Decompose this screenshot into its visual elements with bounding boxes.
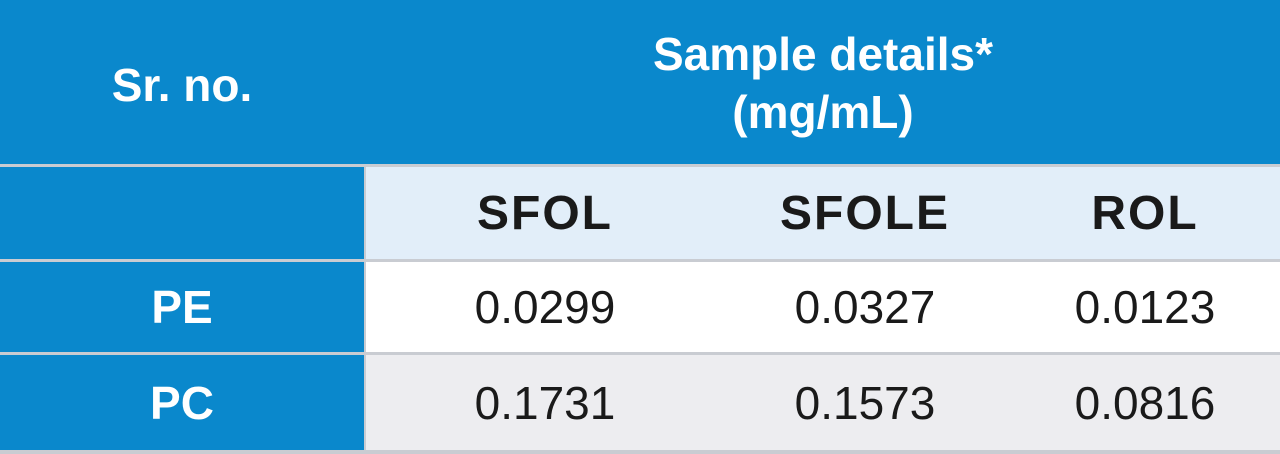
table-cell: 0.0816 [1074,376,1216,429]
table-cell: 0.1731 [474,376,616,429]
table-row-pe-background [366,262,1280,352]
column-header-sfole: SFOLE [779,186,950,240]
header-band [0,0,1280,165]
sample-details-title: Sample details* [652,27,994,80]
column-header-row [366,167,1280,259]
table-cell: 0.0123 [1074,281,1216,333]
row-label-pe: PE [151,281,213,333]
column-divider [364,165,366,454]
column-header-rol: ROL [1091,186,1199,240]
row-divider [0,259,1280,262]
row-label-column [0,165,364,454]
table-row-pc-background [366,355,1280,450]
column-header-sfol: SFOL [477,186,613,240]
table-cell: 0.0299 [474,281,616,333]
row-divider [0,164,1280,167]
table-cell: 0.0327 [794,281,936,333]
row-divider [0,352,1280,355]
sample-details-header: Sample details* (mg/mL) [366,0,1280,165]
row-label-pc: PC [150,376,214,429]
row-divider [0,450,1280,454]
table-cell: 0.1573 [794,376,936,429]
sr-no-header: Sr. no. [111,59,253,111]
sample-details-unit: (mg/mL) [732,85,914,138]
